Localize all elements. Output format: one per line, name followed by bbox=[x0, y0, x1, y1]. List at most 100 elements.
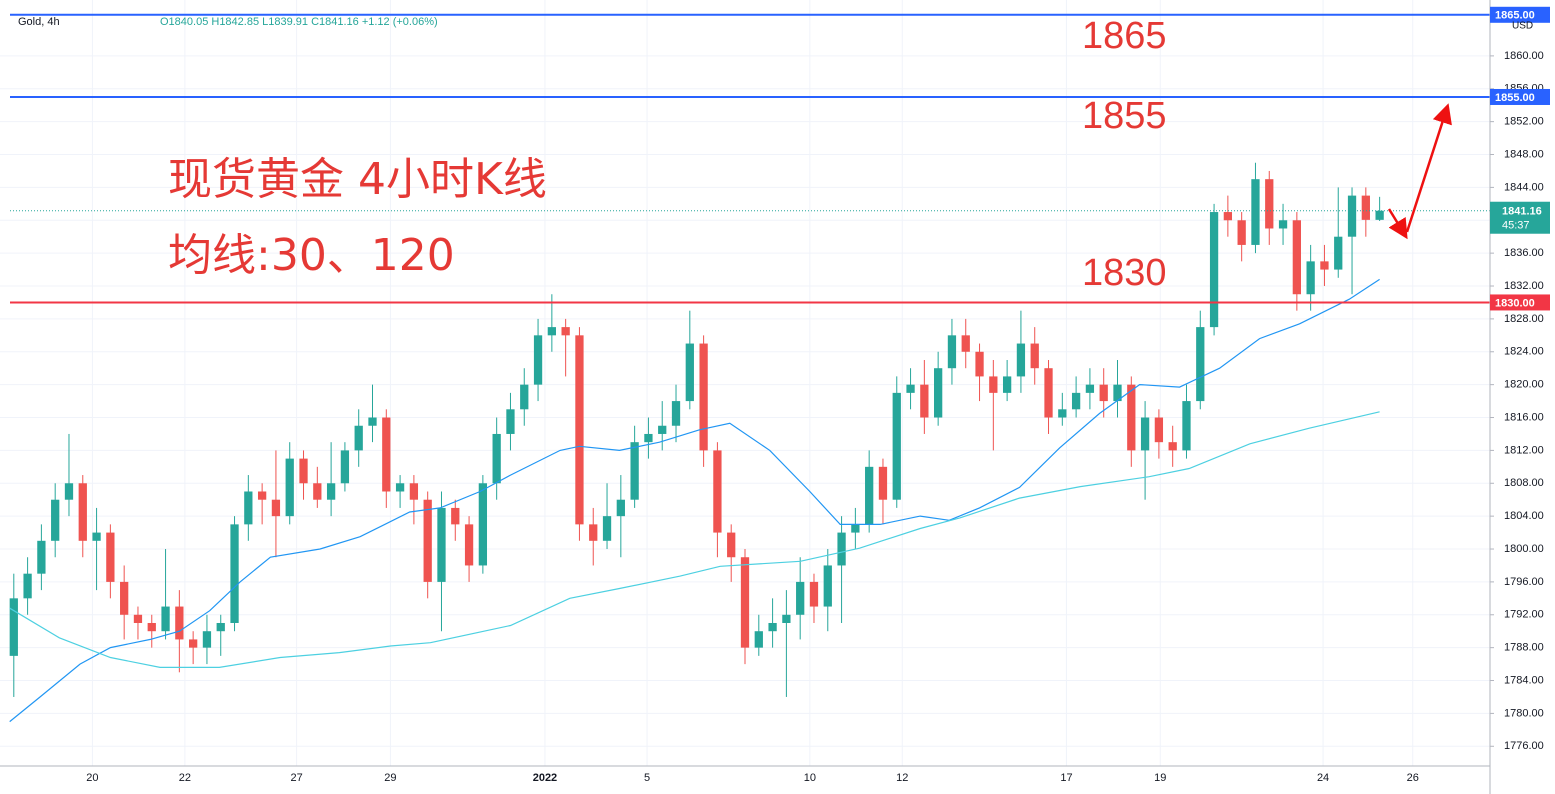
candle-body bbox=[699, 343, 708, 451]
candle-body bbox=[1209, 212, 1219, 328]
candle-body bbox=[120, 581, 129, 615]
candle-body bbox=[1058, 409, 1067, 418]
x-tick-label: 29 bbox=[384, 772, 396, 784]
candle-body bbox=[906, 384, 915, 393]
candle-body bbox=[561, 327, 570, 336]
chart-title: 现货黄金 4小时K线 bbox=[168, 154, 547, 205]
candle-body bbox=[575, 335, 584, 525]
moving-average bbox=[9, 411, 1380, 668]
annotation: 1865 bbox=[1082, 15, 1167, 57]
candle-body bbox=[671, 401, 681, 426]
candle-body bbox=[589, 524, 598, 541]
annotation: 1830 bbox=[1082, 252, 1167, 294]
candle-body bbox=[1347, 195, 1357, 237]
candle-body bbox=[989, 376, 998, 393]
candle-body bbox=[1182, 401, 1191, 451]
candle-body bbox=[1016, 343, 1026, 377]
y-tick-label: 1800.00 bbox=[1504, 543, 1544, 555]
candle-body bbox=[244, 491, 253, 525]
y-tick-label: 1832.00 bbox=[1504, 280, 1544, 292]
price-tag bbox=[1490, 294, 1550, 311]
candle-body bbox=[644, 433, 653, 443]
candle-body bbox=[409, 483, 419, 500]
candle-body bbox=[547, 327, 556, 336]
candle-body bbox=[1334, 236, 1343, 270]
y-tick-label: 1824.00 bbox=[1504, 346, 1544, 358]
candle-body bbox=[395, 483, 405, 492]
candle-body bbox=[727, 532, 736, 558]
x-tick-label: 20 bbox=[86, 772, 98, 784]
candle-body bbox=[754, 631, 763, 648]
price-tag bbox=[1490, 88, 1550, 105]
currency: USD bbox=[1512, 21, 1533, 32]
candle-body bbox=[520, 384, 529, 410]
y-tick-label: 1784.00 bbox=[1504, 674, 1544, 686]
arrow bbox=[1405, 103, 1452, 233]
candle-body bbox=[9, 598, 18, 656]
y-tick-label: 1836.00 bbox=[1504, 247, 1544, 259]
candle-body bbox=[616, 499, 625, 517]
y-tick-label: 1848.00 bbox=[1504, 148, 1544, 160]
moving-average bbox=[9, 278, 1380, 723]
candle-body bbox=[713, 450, 722, 533]
candle-body bbox=[506, 409, 515, 434]
candle-body bbox=[1099, 384, 1108, 402]
candle-body bbox=[92, 532, 101, 541]
candle-body bbox=[23, 573, 32, 599]
candle-body bbox=[768, 622, 777, 632]
candle-body bbox=[368, 417, 377, 426]
candle-body bbox=[478, 483, 488, 566]
candle-body bbox=[851, 524, 860, 533]
candle-body bbox=[934, 368, 943, 418]
candle-body bbox=[1237, 220, 1246, 245]
candle-body bbox=[423, 499, 432, 582]
candle-body bbox=[947, 335, 957, 369]
candle-body bbox=[1320, 261, 1329, 270]
candle-body bbox=[230, 524, 239, 623]
y-tick-label: 1852.00 bbox=[1504, 116, 1544, 128]
candle-body bbox=[64, 483, 74, 500]
candle-body bbox=[1127, 384, 1136, 451]
candle-body bbox=[1002, 376, 1012, 393]
symbol: Gold, 4h bbox=[18, 16, 60, 28]
chart-subtitle: 均线:30、120 bbox=[168, 230, 455, 281]
y-tick-label: 1860.00 bbox=[1504, 50, 1544, 62]
candle-body bbox=[313, 483, 322, 500]
candle-body bbox=[1030, 343, 1039, 369]
candle-body bbox=[740, 557, 750, 648]
candle-body bbox=[920, 384, 929, 418]
countdown: 45:37 bbox=[1502, 220, 1530, 232]
candle-body bbox=[892, 392, 901, 500]
x-tick-label: 17 bbox=[1060, 772, 1072, 784]
candle-body bbox=[257, 491, 267, 500]
candle-body bbox=[1071, 392, 1081, 410]
candle-body bbox=[533, 335, 543, 385]
candle-body bbox=[630, 442, 639, 500]
candle-body bbox=[133, 614, 143, 623]
candle-body bbox=[354, 425, 363, 451]
y-tick-label: 1792.00 bbox=[1504, 609, 1544, 621]
price-tag bbox=[1490, 6, 1550, 23]
candle-body bbox=[1085, 384, 1095, 393]
y-tick-label: 1812.00 bbox=[1504, 444, 1544, 456]
candle-body bbox=[1361, 195, 1370, 220]
candle-body bbox=[602, 516, 612, 541]
candle-body bbox=[1140, 417, 1150, 451]
candle-body bbox=[161, 606, 170, 632]
candle-body bbox=[878, 466, 888, 500]
arrow bbox=[1387, 208, 1408, 240]
candle-body bbox=[796, 581, 805, 615]
x-tick-label: 5 bbox=[644, 772, 650, 784]
candle-body bbox=[106, 532, 115, 582]
y-tick-label: 1776.00 bbox=[1504, 740, 1544, 752]
candle-body bbox=[175, 606, 184, 640]
y-tick-label: 1820.00 bbox=[1504, 379, 1544, 391]
candle-body bbox=[464, 524, 474, 566]
candle-body bbox=[685, 343, 694, 402]
candle-body bbox=[382, 417, 391, 492]
candle-body bbox=[202, 631, 212, 648]
candle-body bbox=[147, 622, 156, 632]
candle-body bbox=[1223, 212, 1233, 221]
x-tick-label: 22 bbox=[179, 772, 191, 784]
